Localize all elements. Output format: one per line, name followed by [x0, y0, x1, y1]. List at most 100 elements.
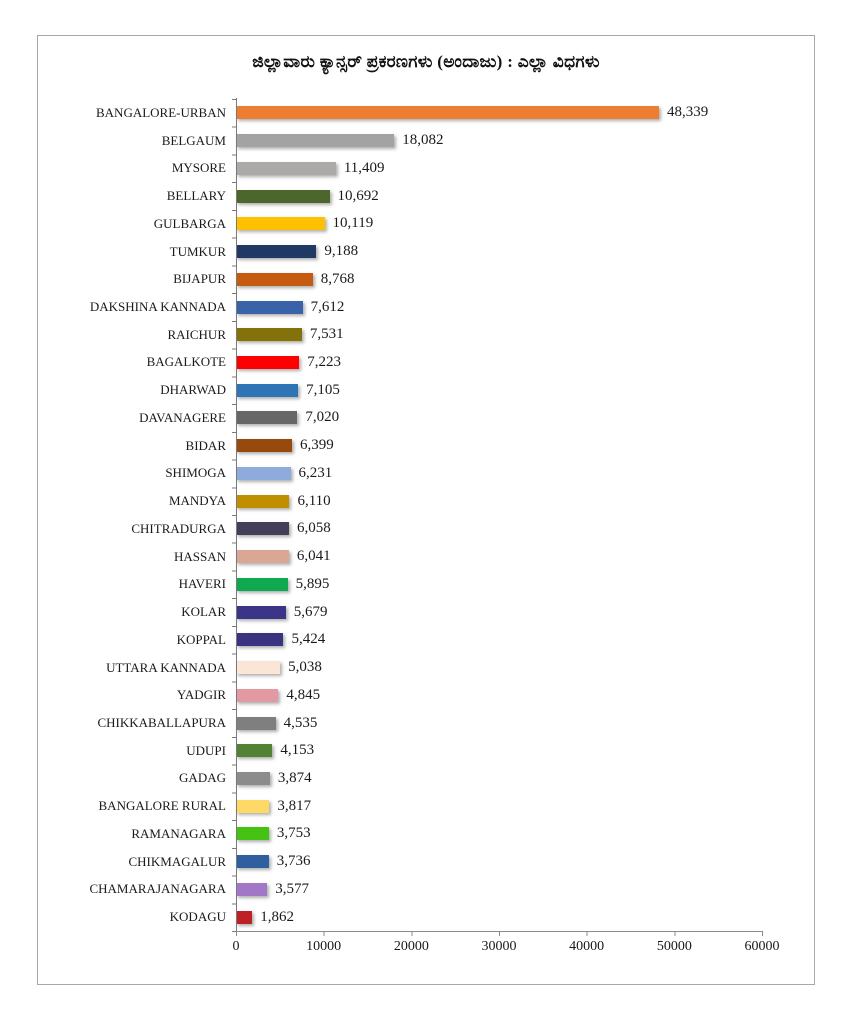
value-label: 5,424: [291, 631, 326, 648]
chart-row: SHIMOGA 6,231: [38, 460, 798, 488]
bar: [236, 245, 317, 259]
bar: [236, 910, 253, 924]
bar: [236, 134, 395, 148]
bar-track: 5,679: [236, 598, 761, 626]
bar: [236, 494, 290, 508]
category-label: BAGALKOTE: [146, 354, 226, 370]
value-label: 48,339: [666, 104, 709, 121]
chart-row: CHAMARAJANAGARA 3,577: [38, 876, 798, 904]
value-label: 5,679: [293, 603, 328, 620]
x-axis-labels: 0 10000 20000 30000 40000 50000 60000: [232, 939, 780, 959]
bar: [236, 550, 289, 564]
category-label: SHIMOGA: [165, 465, 226, 481]
category-label: RAMANAGARA: [131, 825, 226, 841]
chart-row: KOLAR 5,679: [38, 598, 798, 626]
value-label: 6,231: [298, 464, 333, 481]
value-label: 3,817: [277, 797, 312, 814]
chart-row: GADAG 3,874: [38, 765, 798, 793]
category-label: CHAMARAJANAGARA: [89, 881, 226, 897]
y-axis-ticks: [232, 99, 236, 932]
category-label: DAVANAGERE: [139, 409, 226, 425]
category-label: MYSORE: [171, 160, 226, 176]
value-label: 10,119: [332, 215, 374, 232]
bar: [236, 106, 659, 120]
chart-row: CHIKMAGALUR 3,736: [38, 848, 798, 876]
bar: [236, 605, 286, 619]
bar-track: 10,692: [236, 182, 761, 210]
bar-track: 4,535: [236, 709, 761, 737]
x-tick-label: 0: [232, 939, 240, 954]
bar: [236, 355, 300, 369]
value-label: 3,736: [276, 853, 311, 870]
category-label: KODAGU: [169, 909, 226, 925]
category-label: BANGALORE RURAL: [98, 798, 226, 814]
category-label: KOLAR: [181, 604, 226, 620]
chart-row: MANDYA 6,110: [38, 487, 798, 515]
bar-track: 7,223: [236, 349, 761, 377]
value-label: 5,895: [295, 575, 330, 592]
chart-row: YADGIR 4,845: [38, 681, 798, 709]
value-label: 4,845: [286, 686, 321, 703]
chart-row: KODAGU 1,862: [38, 903, 798, 931]
value-label: 3,577: [275, 880, 310, 897]
bar-track: 1,862: [236, 903, 761, 931]
bar-track: 6,058: [236, 515, 761, 543]
chart-row: BANGALORE RURAL 3,817: [38, 792, 798, 820]
category-label: DAKSHINA KANNADA: [89, 299, 226, 314]
x-axis-ticks: [236, 931, 763, 936]
x-tick-label: 40000: [569, 939, 605, 954]
category-label: KOPPAL: [176, 631, 226, 647]
bar: [236, 217, 325, 231]
chart-frame: ಜಿಲ್ಲಾವಾರು ಕ್ಯಾನ್ಸರ್ ಪ್ರಕರಣಗಳು (ಅಂದಾಜು) …: [37, 35, 815, 985]
bar-track: 3,753: [236, 820, 761, 848]
category-label: CHIKMAGALUR: [128, 853, 227, 869]
bar-track: 5,424: [236, 626, 761, 654]
bar-rows-container: BANGALORE-URBAN 48,339 BELGAUM 18,082 MY…: [38, 99, 798, 931]
bar: [236, 300, 303, 314]
value-label: 7,105: [306, 381, 340, 398]
bar-track: 4,153: [236, 737, 761, 765]
x-tick-label: 50000: [656, 939, 692, 954]
x-tick-label: 30000: [481, 939, 517, 954]
category-label: YADGIR: [176, 687, 226, 703]
value-label: 7,020: [305, 409, 340, 426]
bar: [236, 633, 284, 647]
chart-row: BELGAUM 18,082: [38, 127, 798, 155]
chart-row: KOPPAL 5,424: [38, 626, 798, 654]
x-tick-label: 20000: [393, 939, 429, 954]
category-label: DHARWAD: [160, 382, 226, 398]
chart-row: RAMANAGARA 3,753: [38, 820, 798, 848]
bar-track: 48,339: [236, 99, 761, 127]
bar: [236, 827, 269, 841]
category-label: MANDYA: [168, 493, 226, 509]
bar: [236, 688, 279, 702]
value-label: 18,082: [402, 132, 444, 149]
value-label: 3,874: [277, 769, 312, 786]
category-label: CHIKKABALLAPURA: [97, 715, 226, 731]
bar: [236, 744, 273, 758]
value-label: 6,110: [297, 492, 331, 509]
category-label: BELGAUM: [161, 132, 226, 148]
bar: [236, 383, 299, 397]
value-label: 4,153: [280, 742, 315, 759]
chart-row: DAKSHINA KANNADA 7,612: [38, 293, 798, 321]
bar-track: 9,188: [236, 238, 761, 266]
value-label: 7,531: [309, 326, 344, 343]
value-label: 3,753: [276, 825, 311, 842]
value-label: 5,038: [288, 659, 322, 676]
bar-track: 7,531: [236, 321, 761, 349]
value-label: 6,058: [297, 520, 331, 537]
category-label: TUMKUR: [169, 243, 226, 259]
bar: [236, 161, 336, 175]
value-label: 10,692: [337, 187, 379, 204]
value-label: 6,399: [299, 437, 334, 454]
x-tick-label: 10000: [306, 939, 342, 954]
bar: [236, 411, 298, 425]
category-label: BELLARY: [166, 188, 226, 204]
chart-row: HAVERI 5,895: [38, 570, 798, 598]
chart-row: MYSORE 11,409: [38, 154, 798, 182]
bar: [236, 272, 313, 286]
category-label: HAVERI: [178, 576, 226, 592]
chart-row: TUMKUR 9,188: [38, 238, 798, 266]
bar-track: 6,110: [236, 487, 761, 515]
